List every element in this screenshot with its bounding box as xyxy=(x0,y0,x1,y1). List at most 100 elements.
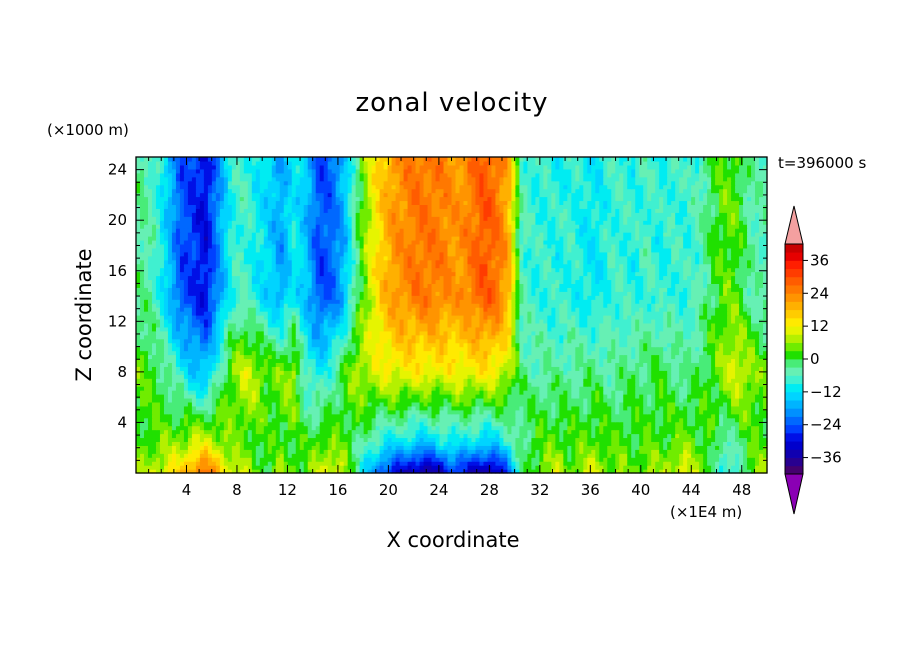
field-cell xyxy=(723,394,728,399)
field-cell xyxy=(591,374,596,379)
field-cell xyxy=(687,469,692,474)
field-cell xyxy=(719,386,724,391)
field-cell xyxy=(271,350,277,356)
field-cell xyxy=(299,350,305,356)
field-cell xyxy=(247,437,253,442)
field-cell xyxy=(147,350,153,356)
field-cell xyxy=(487,350,493,356)
field-cell xyxy=(187,461,193,466)
field-cell xyxy=(543,421,548,427)
field-cell xyxy=(495,350,501,356)
field-cell xyxy=(667,362,672,367)
field-cell xyxy=(451,461,457,466)
field-cell xyxy=(503,378,509,383)
field-cell xyxy=(319,453,325,458)
field-cell xyxy=(759,449,764,454)
field-cell xyxy=(623,354,628,360)
field-cell xyxy=(571,461,576,466)
field-cell xyxy=(519,405,524,411)
field-cell xyxy=(215,362,221,367)
field-cell xyxy=(579,370,584,375)
field-cell xyxy=(439,374,445,379)
field-cell xyxy=(755,413,760,419)
field-cell xyxy=(159,397,165,403)
field-cell xyxy=(719,413,724,419)
field-cell xyxy=(551,405,556,411)
field-cell xyxy=(343,370,349,375)
field-cell xyxy=(247,449,253,454)
field-cell xyxy=(663,441,668,446)
field-cell xyxy=(571,397,576,403)
field-cell xyxy=(139,394,145,399)
field-cell xyxy=(347,429,353,435)
field-cell xyxy=(343,366,349,371)
field-cell xyxy=(515,358,520,363)
field-cell xyxy=(619,378,624,383)
field-cell xyxy=(407,382,413,387)
field-cell xyxy=(331,449,337,454)
field-cell xyxy=(483,346,489,352)
field-cell xyxy=(451,441,457,446)
field-cell xyxy=(351,449,357,454)
field-cell xyxy=(227,449,233,454)
field-cell xyxy=(587,413,592,419)
field-cell xyxy=(755,366,760,371)
field-cell xyxy=(471,354,477,360)
field-cell xyxy=(191,366,197,371)
field-cell xyxy=(451,390,457,395)
field-cell xyxy=(411,465,417,470)
field-cell xyxy=(483,469,489,474)
field-cell xyxy=(479,362,485,367)
field-cell xyxy=(351,370,357,375)
field-cell xyxy=(363,461,369,466)
field-cell xyxy=(139,366,145,371)
field-cell xyxy=(719,457,724,462)
field-cell xyxy=(667,425,672,431)
field-cell xyxy=(523,358,528,363)
field-cell xyxy=(635,362,640,367)
field-cell xyxy=(647,437,652,442)
field-cell xyxy=(295,382,301,387)
field-cell xyxy=(723,405,728,411)
field-cell xyxy=(647,457,652,462)
field-cell xyxy=(711,421,716,427)
field-cell xyxy=(727,429,732,435)
field-cell xyxy=(535,390,540,395)
field-cell xyxy=(459,453,465,458)
field-cell xyxy=(699,362,704,367)
field-cell xyxy=(715,465,720,470)
field-cell xyxy=(563,358,568,363)
field-cell xyxy=(595,421,600,427)
field-cell xyxy=(323,461,329,466)
field-cell xyxy=(731,390,736,395)
field-cell xyxy=(587,441,592,446)
field-cell xyxy=(691,386,696,391)
field-cell xyxy=(579,401,584,407)
field-cell xyxy=(531,394,536,399)
field-cell xyxy=(275,354,281,360)
field-cell xyxy=(719,374,724,379)
field-cell xyxy=(439,465,445,470)
field-cell xyxy=(543,350,548,356)
field-cell xyxy=(487,401,493,407)
field-cell xyxy=(487,421,493,427)
field-cell xyxy=(483,429,489,435)
field-cell xyxy=(611,461,616,466)
field-cell xyxy=(259,390,265,395)
field-cell xyxy=(719,382,724,387)
field-cell xyxy=(711,386,716,391)
field-cell xyxy=(707,366,712,371)
field-cell xyxy=(583,469,588,474)
field-cell xyxy=(671,413,676,419)
field-cell xyxy=(167,366,173,371)
field-cell xyxy=(387,382,393,387)
field-cell xyxy=(591,358,596,363)
field-cell xyxy=(467,374,473,379)
field-cell xyxy=(591,397,596,403)
field-cell xyxy=(419,350,425,356)
field-cell xyxy=(427,382,433,387)
field-cell xyxy=(511,417,516,423)
field-cell xyxy=(367,425,373,431)
field-cell xyxy=(663,437,668,442)
field-cell xyxy=(359,441,365,446)
